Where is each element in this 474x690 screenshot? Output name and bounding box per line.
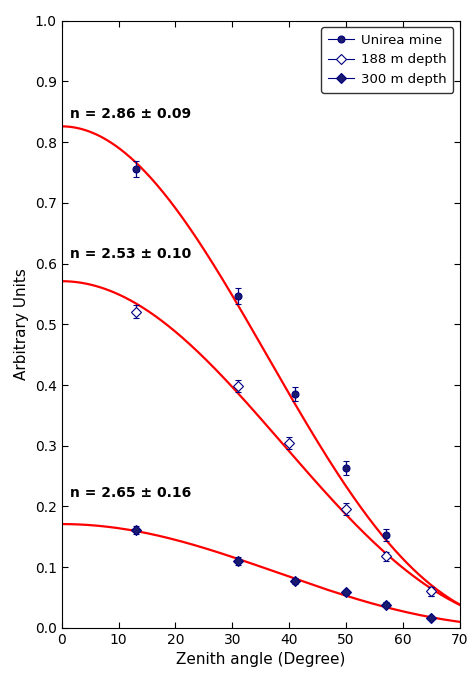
Text: n = 2.65 ± 0.16: n = 2.65 ± 0.16 bbox=[70, 486, 191, 500]
Text: n = 2.86 ± 0.09: n = 2.86 ± 0.09 bbox=[70, 107, 191, 121]
X-axis label: Zenith angle (Degree): Zenith angle (Degree) bbox=[176, 652, 346, 667]
Text: n = 2.53 ± 0.10: n = 2.53 ± 0.10 bbox=[70, 246, 191, 261]
Legend: Unirea mine, 188 m depth, 300 m depth: Unirea mine, 188 m depth, 300 m depth bbox=[321, 28, 453, 92]
Y-axis label: Arbitrary Units: Arbitrary Units bbox=[14, 268, 29, 380]
